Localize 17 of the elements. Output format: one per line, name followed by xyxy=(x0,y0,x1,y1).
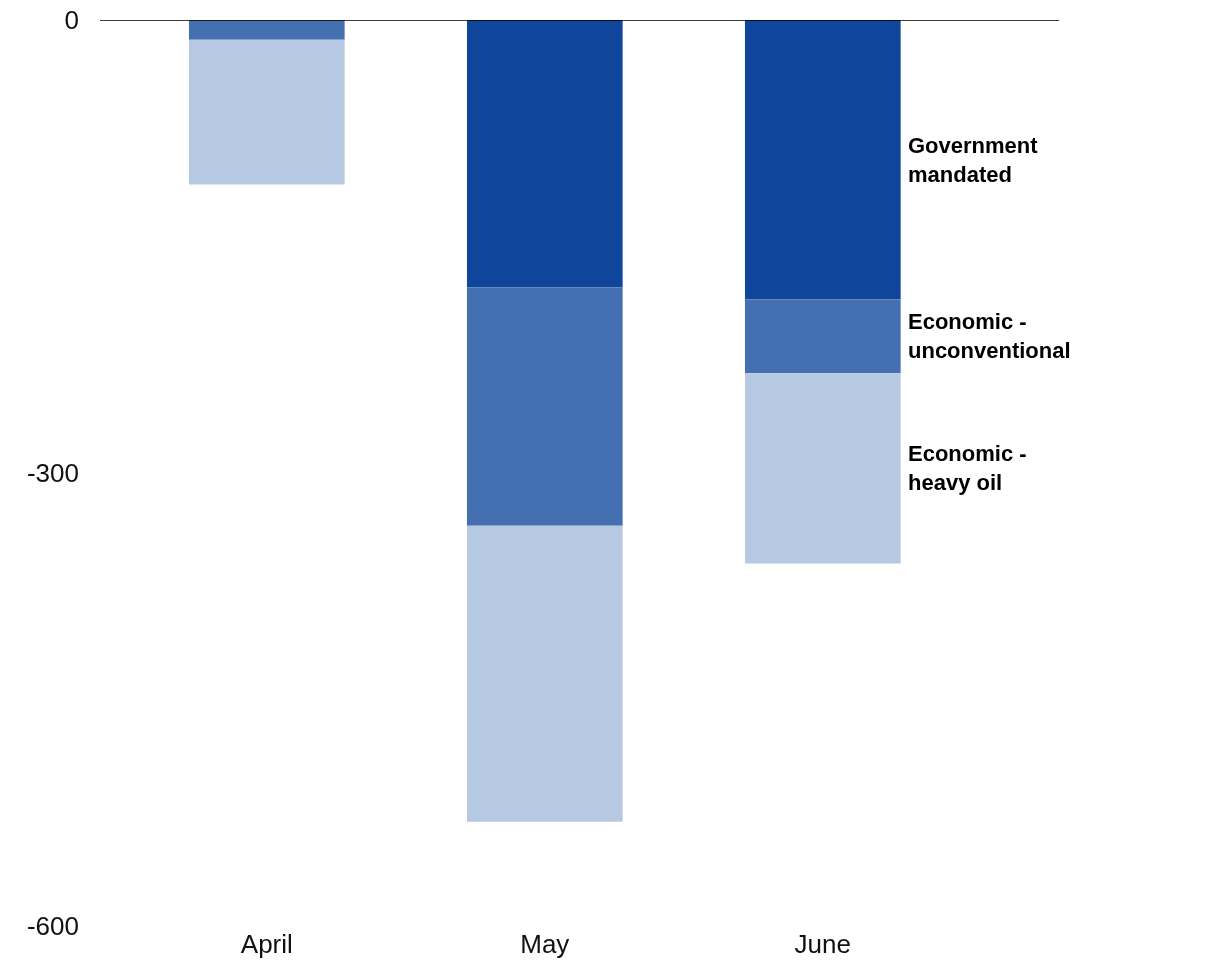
bar xyxy=(744,373,901,564)
x-tick-label: May xyxy=(520,929,570,959)
series-label: Economic - heavy oil xyxy=(908,441,1027,495)
series-label: Government mandated xyxy=(908,133,1039,187)
series-label: Economic - unconventional xyxy=(908,309,1071,363)
bar xyxy=(744,20,901,300)
y-tick-label: 0 xyxy=(64,5,79,36)
x-tick-label: June xyxy=(794,929,851,959)
bar xyxy=(188,39,345,185)
bar xyxy=(744,299,901,374)
x-tick-label: April xyxy=(240,929,293,959)
bar xyxy=(188,20,345,40)
bar xyxy=(466,20,623,288)
bar xyxy=(466,525,623,822)
y-tick-label: -300 xyxy=(26,458,79,489)
bar xyxy=(466,287,623,526)
y-tick-label: -600 xyxy=(26,911,79,942)
